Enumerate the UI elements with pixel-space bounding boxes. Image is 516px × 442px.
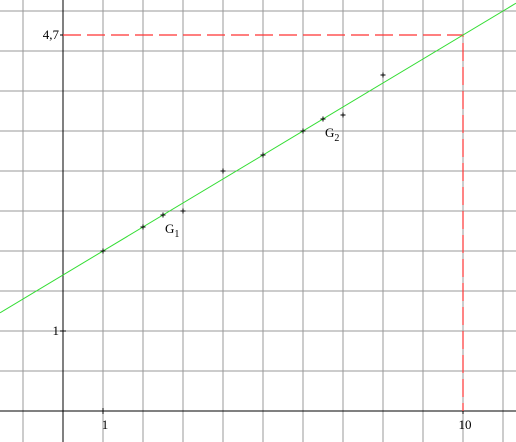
annotation: G2 (325, 125, 339, 144)
x-tick-label: 10 (459, 417, 472, 432)
annotation-sub: 2 (334, 133, 339, 144)
point (260, 152, 266, 158)
y-tick-label: 4,7 (43, 27, 60, 42)
fit-line (0, 2, 516, 314)
y-tick-label: 1 (53, 323, 60, 338)
point (140, 224, 146, 230)
point (100, 248, 106, 254)
point (220, 168, 226, 174)
x-tick-label: 1 (102, 417, 109, 432)
point (340, 112, 346, 118)
point (320, 116, 326, 122)
annotation-text: G (325, 125, 334, 140)
point (180, 208, 186, 214)
annotation-text: G (165, 221, 174, 236)
point (300, 128, 306, 134)
point (160, 212, 166, 218)
point (380, 72, 386, 78)
annotation-sub: 1 (174, 229, 179, 240)
annotation: G1 (165, 221, 179, 240)
